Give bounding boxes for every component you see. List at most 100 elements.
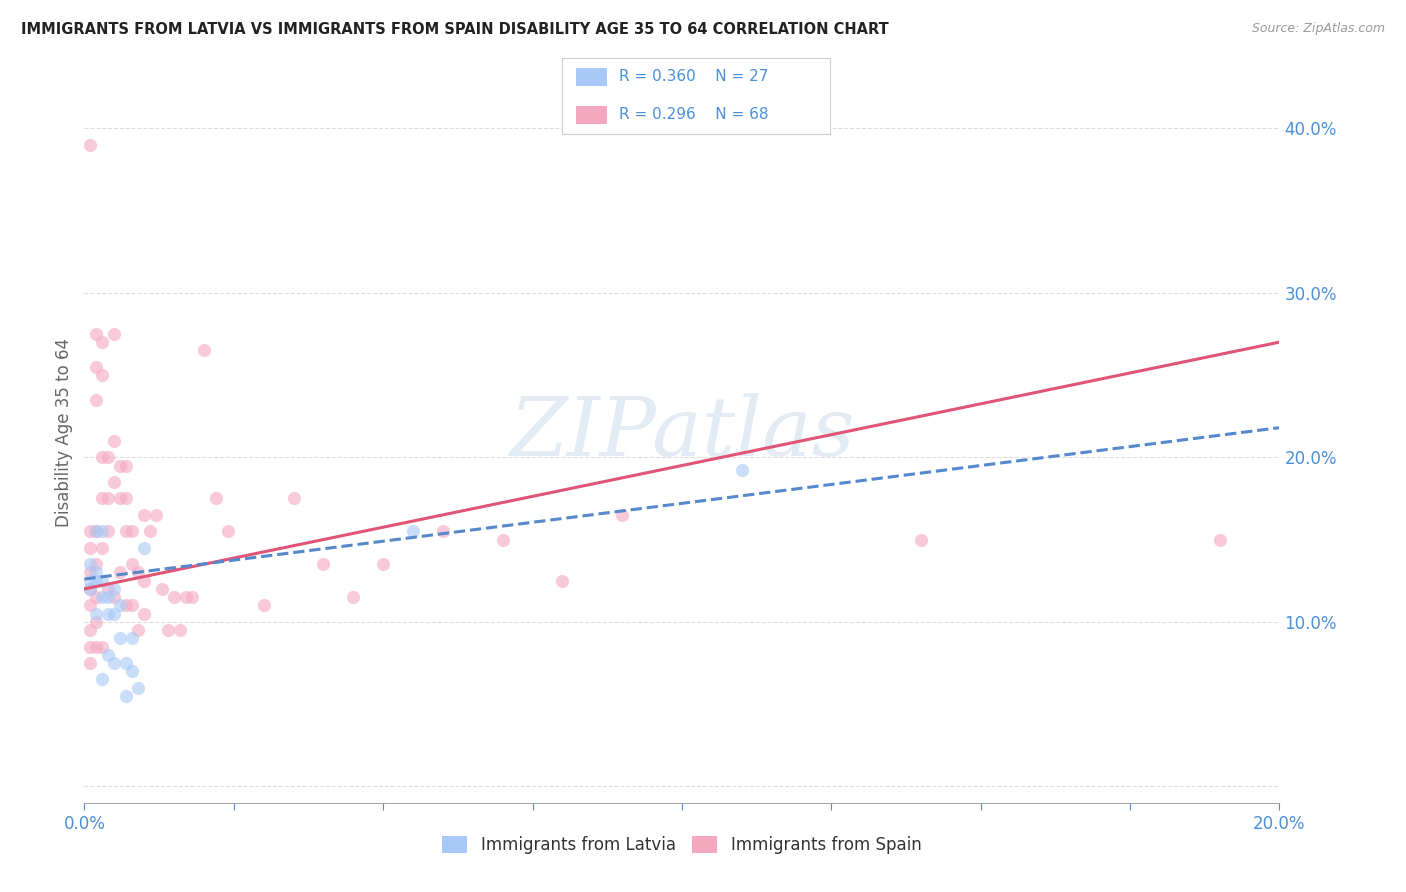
Point [121, 558, 143, 572]
Point [103, 656, 125, 670]
Point [79, 574, 101, 588]
Point [163, 590, 186, 604]
Point [121, 599, 143, 613]
Point [91, 574, 114, 588]
Point [79, 541, 101, 555]
Point [373, 558, 395, 572]
Point [86, 566, 108, 580]
Point [91, 673, 114, 687]
Point [91, 335, 114, 350]
Point [1209, 533, 1232, 547]
Point [127, 623, 149, 637]
Legend: Immigrants from Latvia, Immigrants from Spain: Immigrants from Latvia, Immigrants from … [436, 830, 928, 861]
Point [551, 574, 574, 588]
Point [103, 607, 125, 621]
Point [79, 599, 101, 613]
Point [127, 681, 149, 695]
Point [97, 607, 120, 621]
Point [91, 450, 114, 465]
Point [132, 508, 156, 522]
Point [132, 541, 156, 555]
Point [86, 615, 108, 629]
Point [86, 558, 108, 572]
Point [110, 632, 132, 646]
Point [139, 524, 162, 539]
Point [103, 590, 125, 604]
Point [79, 623, 101, 637]
Point [91, 368, 114, 382]
Point [86, 392, 108, 407]
Text: R = 0.296    N = 68: R = 0.296 N = 68 [619, 107, 768, 122]
Point [79, 566, 101, 580]
Point [79, 558, 101, 572]
Point [121, 664, 143, 678]
Point [115, 599, 138, 613]
Point [103, 434, 125, 448]
Point [79, 640, 101, 654]
Point [86, 326, 108, 341]
Point [115, 524, 138, 539]
Point [97, 590, 120, 604]
Point [115, 656, 138, 670]
Point [91, 590, 114, 604]
Point [110, 458, 132, 473]
Point [312, 558, 335, 572]
Point [110, 599, 132, 613]
Point [174, 590, 197, 604]
Point [86, 640, 108, 654]
Point [97, 524, 120, 539]
Point [145, 508, 167, 522]
Point [121, 632, 143, 646]
Point [731, 463, 754, 477]
Point [79, 524, 101, 539]
Point [97, 450, 120, 465]
Point [492, 533, 515, 547]
Point [432, 524, 454, 539]
Point [91, 640, 114, 654]
Text: IMMIGRANTS FROM LATVIA VS IMMIGRANTS FROM SPAIN DISABILITY AGE 35 TO 64 CORRELAT: IMMIGRANTS FROM LATVIA VS IMMIGRANTS FRO… [21, 22, 889, 37]
Point [97, 648, 120, 662]
Point [150, 582, 173, 596]
Point [97, 491, 120, 506]
Point [217, 524, 239, 539]
Point [169, 623, 191, 637]
Point [132, 574, 156, 588]
Point [612, 508, 634, 522]
Point [86, 607, 108, 621]
Point [157, 623, 180, 637]
Point [86, 524, 108, 539]
Point [127, 566, 149, 580]
Point [79, 656, 101, 670]
Point [79, 582, 101, 596]
Point [97, 582, 120, 596]
Point [103, 582, 125, 596]
Point [86, 590, 108, 604]
Point [86, 574, 108, 588]
Point [402, 524, 425, 539]
Point [103, 326, 125, 341]
Point [91, 524, 114, 539]
Point [205, 491, 228, 506]
Y-axis label: Disability Age 35 to 64: Disability Age 35 to 64 [55, 338, 73, 527]
Point [342, 590, 364, 604]
Text: ZIPatlas: ZIPatlas [509, 392, 855, 473]
Point [115, 458, 138, 473]
Point [121, 524, 143, 539]
Point [110, 491, 132, 506]
Point [91, 491, 114, 506]
Point [181, 590, 204, 604]
Point [132, 607, 156, 621]
Point [110, 566, 132, 580]
Point [86, 524, 108, 539]
Point [103, 475, 125, 489]
Point [253, 599, 276, 613]
Point [193, 343, 215, 358]
Point [86, 359, 108, 374]
Text: Source: ZipAtlas.com: Source: ZipAtlas.com [1251, 22, 1385, 36]
Point [91, 541, 114, 555]
Point [283, 491, 305, 506]
Point [79, 582, 101, 596]
Point [115, 491, 138, 506]
Point [115, 689, 138, 703]
Point [910, 533, 932, 547]
